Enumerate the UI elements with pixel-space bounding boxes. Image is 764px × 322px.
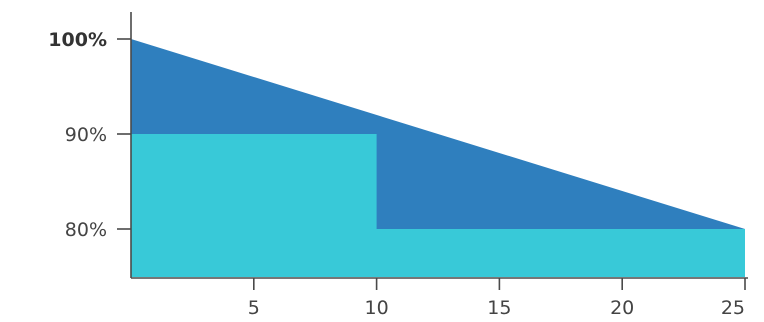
- area-series-2: [131, 134, 745, 277]
- y-axis-ticks: 80% 90% 100%: [48, 29, 131, 241]
- x-tick-label: 15: [487, 297, 511, 319]
- y-tick-label: 100%: [48, 29, 107, 51]
- x-tick-label: 10: [365, 297, 389, 319]
- y-tick-label: 90%: [65, 124, 107, 146]
- x-tick-label: 20: [610, 297, 634, 319]
- x-axis-ticks: 5 10 15 20 25: [248, 278, 746, 319]
- y-tick-label: 80%: [65, 219, 107, 241]
- x-tick-label: 25: [721, 297, 745, 319]
- chart-areas: [131, 39, 745, 277]
- x-tick-label: 5: [248, 297, 260, 319]
